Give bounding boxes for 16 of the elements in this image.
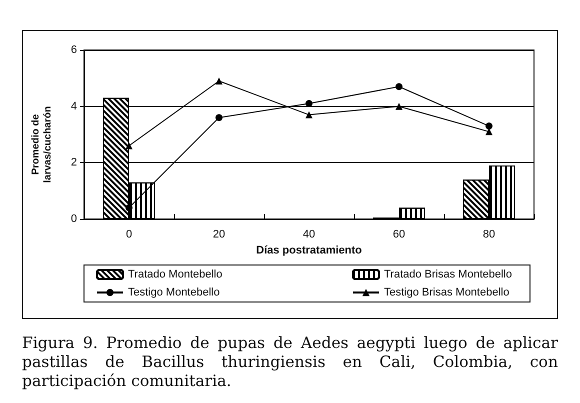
y-tick-label: 0 bbox=[70, 213, 77, 225]
x-axis-title: Días postratamiento bbox=[256, 244, 362, 256]
legend-label: Tratado Montebello bbox=[128, 268, 222, 280]
text: Figura 9. Promedio de pupas de Aedes aegypti luego de aplicar pastillas de Bacillus thuringiensis en Cali, Colombia, con participación comunitaria. bbox=[22, 334, 558, 391]
y-tick-label: 2 bbox=[70, 156, 77, 169]
legend-label: Tratado Brisas Montebello bbox=[384, 268, 512, 280]
x-tick-label: 60 bbox=[392, 228, 406, 240]
y-tick-label: 6 bbox=[70, 44, 77, 56]
legend-label: Testigo Montebello bbox=[128, 286, 220, 298]
y-tick-label: 4 bbox=[70, 100, 77, 112]
x-tick-label: 80 bbox=[482, 228, 496, 240]
x-tick-label: 0 bbox=[126, 228, 132, 240]
x-tick-label: 40 bbox=[302, 228, 316, 240]
y-axis-title: Promedio de larvas/cucharón bbox=[30, 106, 54, 183]
legend-label: Testigo Brisas Montebello bbox=[384, 286, 510, 298]
x-tick-label: 20 bbox=[212, 228, 226, 240]
